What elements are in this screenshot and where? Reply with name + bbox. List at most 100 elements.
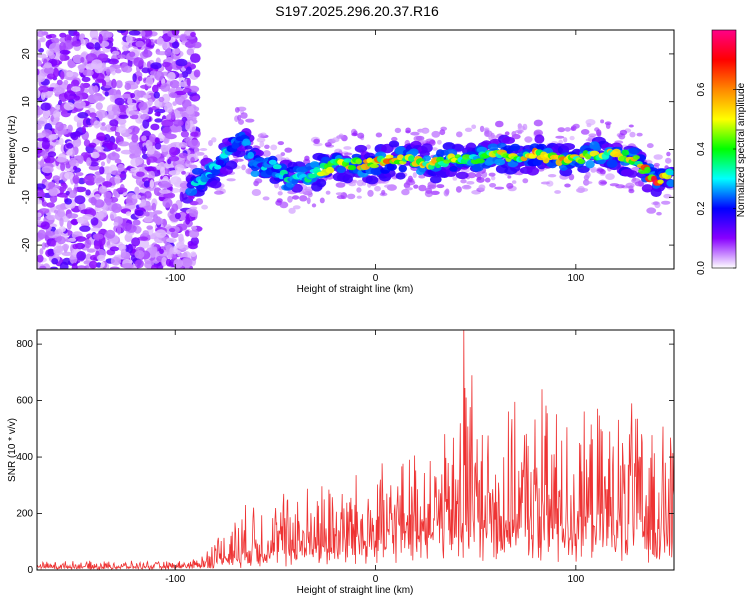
spectrogram-cell [133, 57, 144, 67]
spectrogram-cell [356, 195, 362, 199]
spectrogram-cell [190, 225, 198, 231]
spectrogram-cell [57, 208, 65, 218]
spectrogram-cell [577, 158, 585, 164]
spectrogram-cell [534, 134, 545, 144]
spectrogram-cell [600, 181, 608, 185]
spectrogram-cell [134, 186, 140, 195]
spectrogram-cell [131, 194, 142, 200]
spectrogram-cell [60, 162, 66, 172]
spectrogram-cell [547, 174, 557, 178]
spectrogram-cell [185, 120, 191, 130]
spectrogram-cell [555, 135, 565, 139]
spectrogram-cell [90, 151, 100, 159]
spectrogram-cell [288, 207, 296, 214]
spectrogram-cell [488, 172, 496, 177]
spectrogram-cell [158, 180, 171, 189]
spectrogram-cell [83, 175, 95, 185]
spectrogram-cell [71, 79, 80, 88]
spectrogram-cell [37, 68, 40, 76]
spectrogram-cell [629, 131, 636, 138]
spectrogram-cell [105, 198, 112, 206]
spectrogram-cell [532, 159, 542, 166]
spectrogram-cell [494, 186, 505, 190]
spectrogram-cell [141, 135, 147, 142]
spectrogram-cell [41, 139, 51, 150]
spectrogram-cell [190, 157, 195, 164]
y-tick-label: 0 [21, 146, 32, 152]
spectrogram-cell [413, 135, 423, 142]
spectrogram-heatmap [37, 30, 674, 269]
spectrogram-cell [439, 129, 446, 136]
spectrogram-cell [100, 161, 106, 167]
spectrogram-cell [455, 186, 462, 193]
spectrogram-cell [515, 129, 524, 134]
spectrogram-cell [238, 119, 244, 125]
spectrogram-cell [666, 179, 674, 187]
spectrogram-cell [46, 214, 57, 220]
spectrogram-cell [184, 230, 191, 237]
spectrogram-cell [208, 140, 213, 147]
spectrogram-cell [356, 187, 362, 193]
spectrogram-cell [54, 228, 63, 237]
spectrogram-cell [100, 125, 108, 131]
spectrogram-cell [159, 189, 171, 194]
spectrogram-cell [405, 180, 416, 186]
spectrogram-cell [665, 157, 672, 164]
spectrogram-cell [58, 137, 64, 146]
spectrogram-cell [67, 60, 75, 69]
spectrogram-cell [94, 193, 101, 200]
spectrogram-cell [104, 91, 109, 97]
spectrogram-cell [37, 89, 41, 99]
spectrogram-cell [506, 182, 514, 189]
spectrogram-cell [63, 79, 69, 85]
spectrogram-cell [160, 166, 166, 177]
spectrogram-cell [430, 175, 442, 184]
spectrogram-cell [62, 243, 70, 250]
spectrogram-cell [169, 228, 176, 233]
spectrogram-cell [149, 179, 155, 189]
spectrogram-cell [146, 156, 158, 163]
spectrogram-cell [666, 151, 671, 157]
spectrogram-cell [154, 70, 165, 81]
spectrogram-cell [169, 247, 174, 255]
spectrogram-cell [443, 189, 449, 197]
spectrogram-cell [150, 123, 160, 131]
spectrogram-cell [366, 144, 371, 150]
spectrogram-cell [72, 243, 79, 250]
spectrogram-cell [53, 86, 65, 95]
spectrogram-cell [190, 131, 199, 137]
spectrogram-cell [49, 194, 58, 203]
spectrogram-cell [149, 133, 157, 143]
spectrogram-cell [135, 176, 145, 187]
spectrogram-cell [37, 229, 46, 240]
spectrogram-cell [73, 165, 78, 171]
spectrogram-cell [109, 266, 120, 269]
spectrogram-cell [92, 233, 104, 240]
spectrogram-cell [167, 71, 176, 81]
spectrogram-cell [437, 139, 442, 145]
y-tick-label: 600 [16, 396, 33, 407]
spectrogram-cell [39, 265, 47, 269]
spectrogram-y-axis-label: Frequency (Hz) [7, 116, 18, 185]
spectrogram-cell [47, 248, 55, 257]
spectrogram-cell [99, 185, 107, 193]
spectrogram-cell [104, 75, 111, 83]
spectrogram-cell [148, 170, 155, 180]
spectrogram-cell [49, 266, 58, 269]
spectrogram-cell [302, 188, 312, 196]
spectrogram-cell [117, 30, 126, 34]
spectrogram-cell [37, 254, 44, 263]
spectrogram-cell [145, 76, 154, 87]
spectrogram-cell [175, 109, 181, 119]
spectrogram-cell [476, 146, 488, 154]
spectrogram-cell [109, 119, 119, 127]
spectrogram-cell [152, 84, 159, 93]
spectrogram-cell [50, 240, 57, 247]
spectrogram-cell [262, 150, 271, 157]
spectrogram-cell [189, 208, 199, 218]
spectrogram-cell [53, 245, 63, 256]
spectrogram-cell [96, 132, 106, 141]
spectrogram-cell [163, 192, 176, 199]
spectrogram-cell [336, 166, 346, 174]
spectrogram-cell [405, 187, 413, 191]
